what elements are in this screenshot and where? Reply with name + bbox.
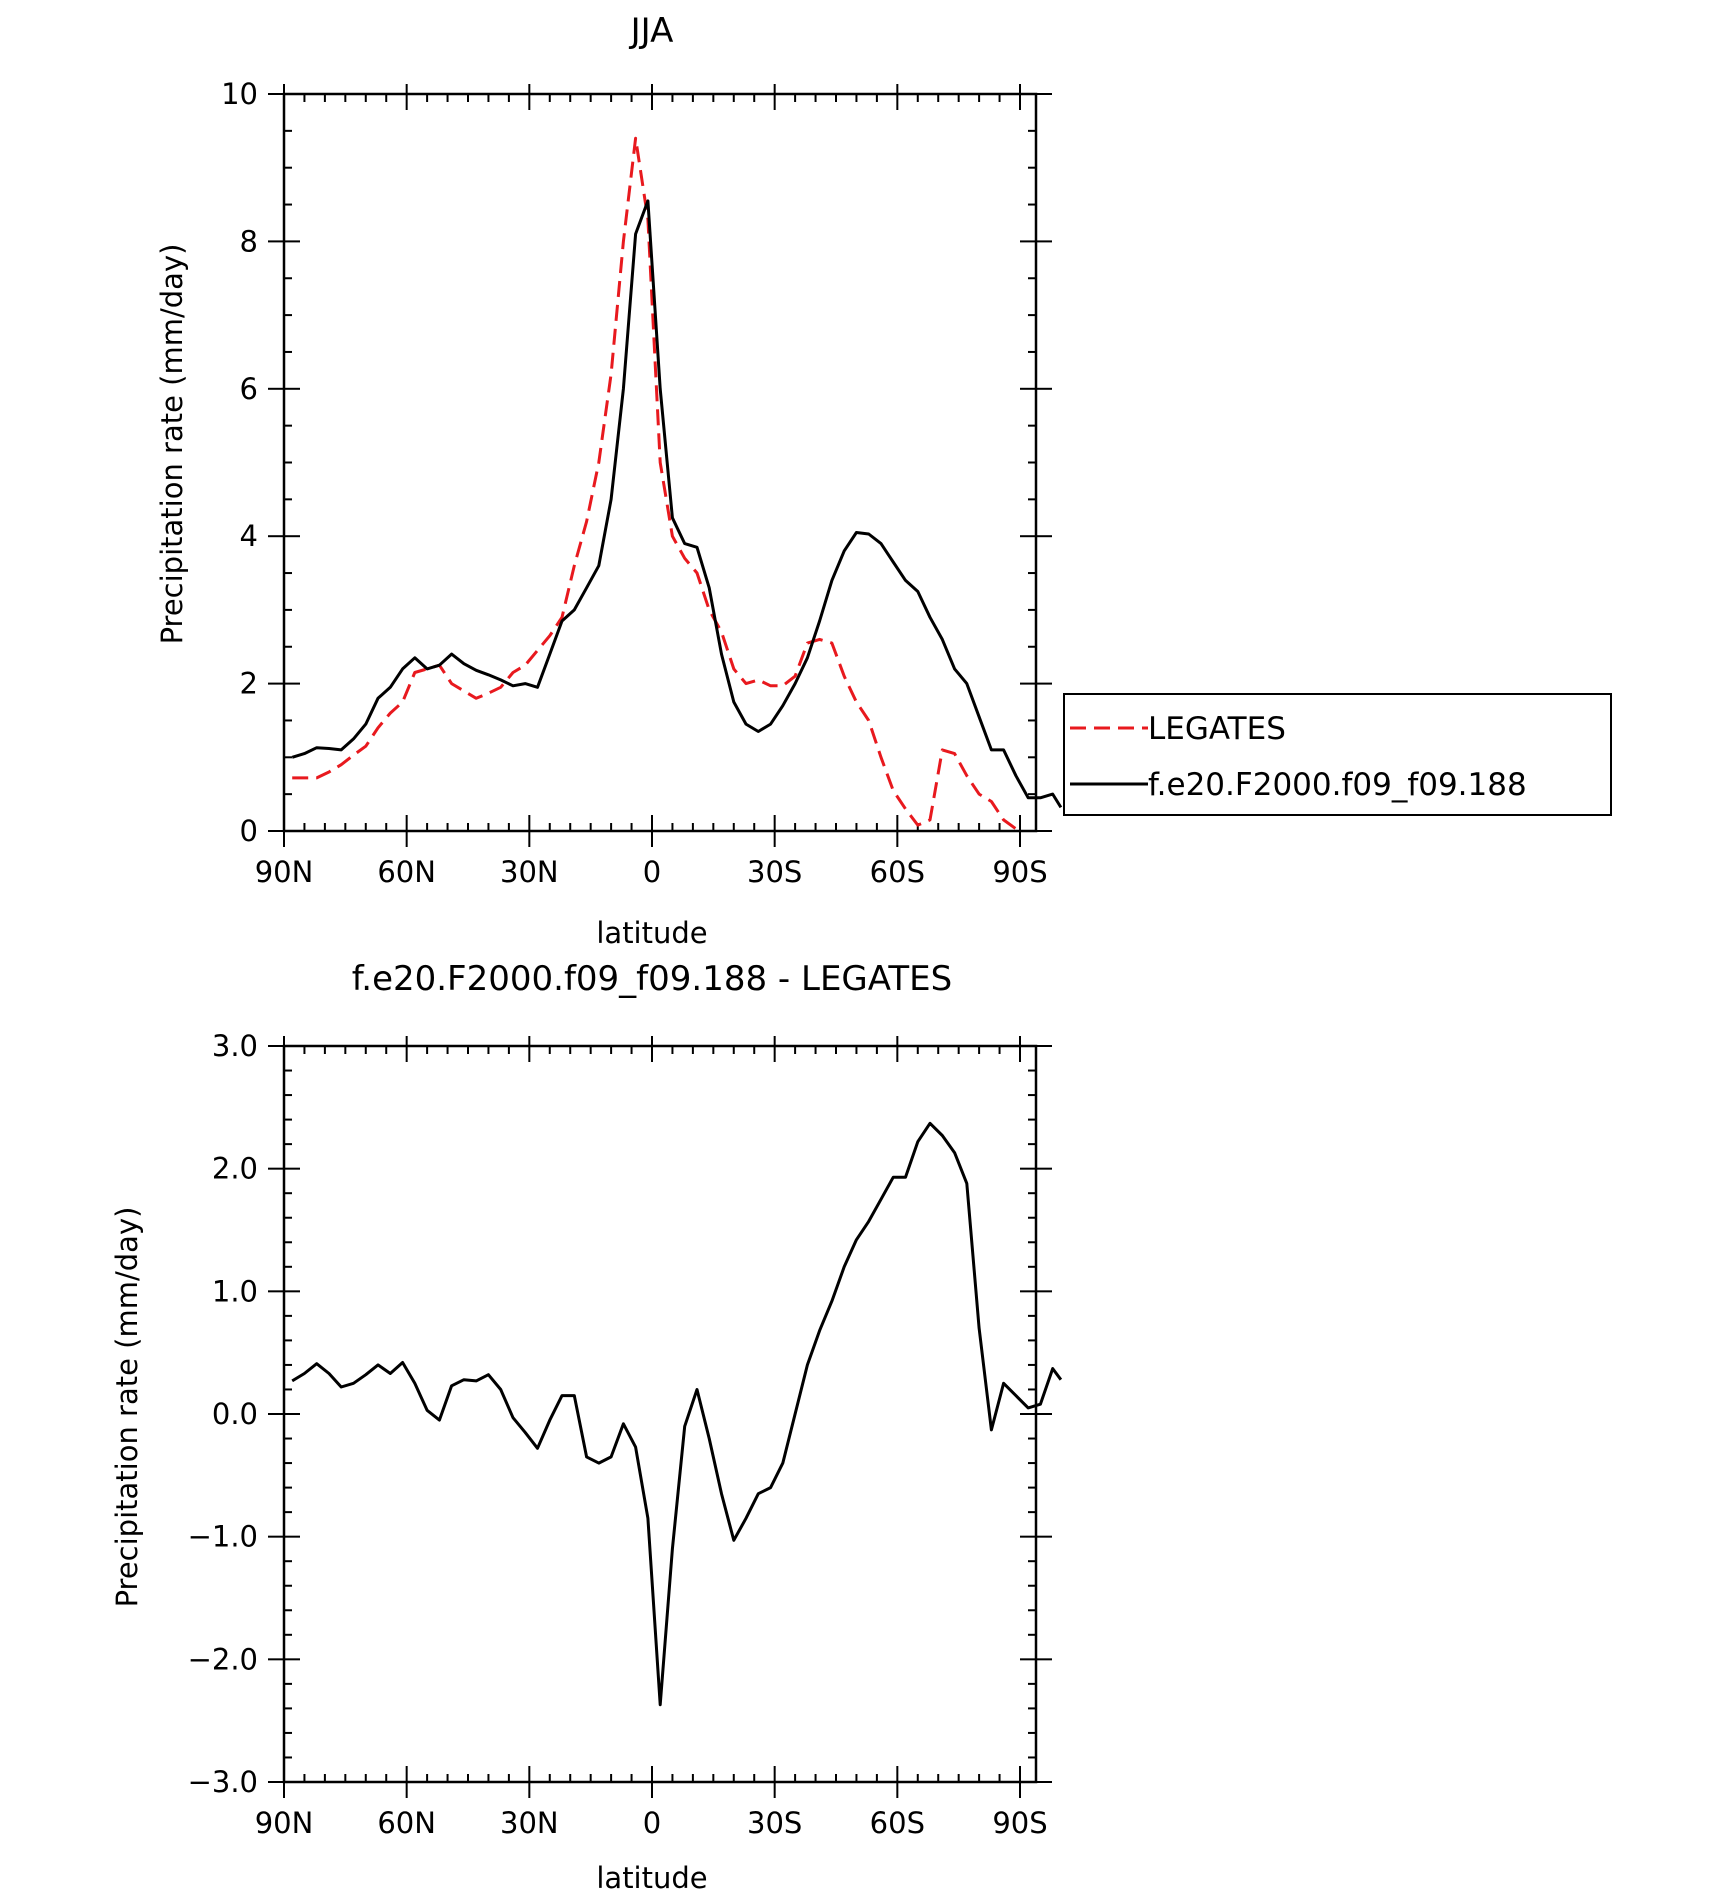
bottom-x-tick-label: 60S xyxy=(870,1806,925,1840)
legend: LEGATES f.e20.F2000.f09_f09.188 xyxy=(1063,693,1612,816)
bottom-x-tick-label: 90N xyxy=(255,1806,314,1840)
bottom-y-tick-label: −1.0 xyxy=(188,1520,258,1554)
legend-label-model: f.e20.F2000.f09_f09.188 xyxy=(1148,767,1527,803)
bottom-x-tick-label: 30N xyxy=(500,1806,559,1840)
bottom-x-axis-label: latitude xyxy=(596,1861,707,1894)
top-x-tick-label: 90N xyxy=(255,855,314,889)
top-y-axis-label: Precipitation rate (mm/day) xyxy=(155,244,189,645)
top-y-tick-label: 0 xyxy=(240,814,258,848)
bottom-plot-area: 90N 60N 30N 0 30S 60S 90S −3.0 −2.0 −1.0 0.0 1.0 2.0… xyxy=(188,1029,1063,1840)
bottom-panel: f.e20.F2000.f09_f09.188 - LEGATES 90N 60N… xyxy=(110,959,1063,1894)
bottom-y-tick-label: −3.0 xyxy=(188,1765,258,1799)
top-x-axis-label: latitude xyxy=(596,916,707,950)
bottom-x-tick-label: 30S xyxy=(747,1806,802,1840)
top-x-tick-label: 0 xyxy=(643,855,661,889)
bottom-y-tick-label: 1.0 xyxy=(212,1274,258,1308)
top-x-tick-label: 30S xyxy=(747,855,802,889)
top-y-tick-label: 6 xyxy=(240,372,258,406)
top-y-tick-label: 2 xyxy=(240,667,258,701)
bottom-x-tick-label: 90S xyxy=(992,1806,1047,1840)
top-plot-area: 90N 60N 30N 0 30S 60S 90S 0 2 4 6 8 10 xyxy=(221,77,1063,889)
legend-label-legates: LEGATES xyxy=(1148,711,1286,747)
bottom-y-tick-label: 0.0 xyxy=(212,1397,258,1431)
bottom-chart-title: f.e20.F2000.f09_f09.188 - LEGATES xyxy=(352,959,952,999)
top-series-line-1 xyxy=(291,199,1063,809)
bottom-plot-frame xyxy=(282,1044,1038,1784)
bottom-x-tick-label: 0 xyxy=(643,1806,661,1840)
top-x-tick-label: 90S xyxy=(992,855,1047,889)
bottom-y-tick-label: −2.0 xyxy=(188,1642,258,1676)
legend-box xyxy=(1063,693,1612,816)
top-series-line-0 xyxy=(292,136,1017,831)
bottom-x-tick-label: 60N xyxy=(377,1806,436,1840)
top-x-tick-label: 60N xyxy=(377,855,436,889)
bottom-y-tick-label: 3.0 xyxy=(212,1029,258,1063)
top-x-tick-label: 60S xyxy=(870,855,925,889)
top-x-tick-label: 30N xyxy=(500,855,559,889)
bottom-y-tick-label: 2.0 xyxy=(212,1152,258,1186)
top-y-tick-label: 10 xyxy=(221,77,258,111)
top-y-tick-label: 4 xyxy=(240,519,258,553)
top-chart-title: JJA xyxy=(629,11,674,51)
top-y-tick-label: 8 xyxy=(240,224,258,258)
bottom-series-line-0 xyxy=(291,1121,1063,1707)
bottom-y-axis-label: Precipitation rate (mm/day) xyxy=(110,1207,144,1608)
